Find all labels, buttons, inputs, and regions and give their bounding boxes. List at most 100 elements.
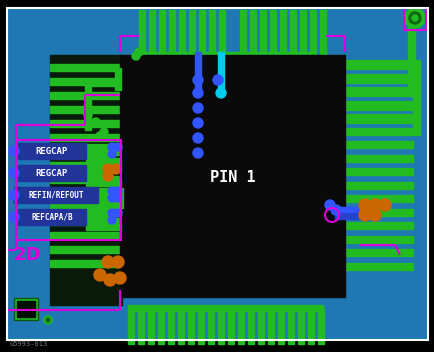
Circle shape (92, 118, 100, 126)
Bar (85, 80, 120, 86)
Bar (187, 308, 194, 344)
Bar (178, 10, 184, 56)
Bar (18, 143, 86, 159)
Bar (299, 10, 305, 56)
Bar (237, 308, 243, 344)
Circle shape (193, 103, 203, 113)
Circle shape (103, 164, 113, 174)
Text: REFCAPA/B: REFCAPA/B (31, 213, 72, 221)
Bar (86, 151, 111, 157)
Circle shape (330, 205, 340, 215)
Circle shape (108, 216, 116, 224)
Bar (50, 134, 120, 141)
Bar (138, 308, 144, 344)
Bar (50, 148, 120, 155)
Bar (50, 92, 120, 99)
Bar (86, 217, 111, 223)
Circle shape (112, 256, 124, 268)
Bar (50, 106, 120, 113)
Circle shape (193, 133, 203, 143)
Bar (403, 8, 425, 30)
Bar (344, 87, 412, 94)
Text: PIN 1: PIN 1 (210, 170, 255, 186)
Circle shape (9, 190, 19, 200)
Bar (50, 120, 120, 127)
Circle shape (114, 209, 122, 217)
Circle shape (102, 256, 114, 268)
Text: G5993-013: G5993-013 (10, 341, 48, 347)
Circle shape (368, 209, 380, 221)
Bar (267, 308, 273, 344)
Circle shape (114, 194, 122, 202)
Bar (98, 195, 123, 201)
Bar (344, 182, 412, 189)
Bar (194, 52, 201, 90)
Bar (412, 60, 419, 135)
Bar (85, 80, 91, 130)
Bar (217, 308, 224, 344)
Bar (50, 55, 122, 305)
Bar (50, 246, 120, 253)
Bar (50, 162, 120, 169)
Bar (50, 64, 120, 71)
Circle shape (213, 75, 223, 85)
Bar (344, 235, 412, 243)
Bar (227, 308, 233, 344)
Bar (148, 308, 154, 344)
Bar (188, 10, 194, 56)
Bar (297, 308, 303, 344)
Bar (149, 10, 155, 56)
Circle shape (108, 194, 116, 202)
Bar (257, 308, 263, 344)
Bar (86, 210, 121, 216)
Bar (86, 158, 121, 164)
Bar (344, 263, 412, 270)
Circle shape (358, 209, 370, 221)
Bar (260, 10, 265, 56)
Circle shape (9, 168, 19, 178)
Circle shape (193, 148, 203, 158)
Circle shape (135, 48, 143, 56)
Bar (344, 195, 412, 202)
Bar (98, 202, 123, 208)
Bar (198, 10, 204, 56)
Circle shape (46, 318, 50, 322)
Text: REGCAP: REGCAP (36, 169, 68, 177)
Bar (344, 60, 412, 67)
Bar (18, 165, 86, 181)
Bar (317, 308, 323, 344)
Bar (14, 187, 98, 203)
Bar (169, 10, 174, 56)
Bar (86, 224, 121, 230)
Bar (344, 74, 412, 81)
Circle shape (193, 88, 203, 98)
Bar (98, 188, 123, 194)
Bar (334, 207, 364, 213)
Bar (120, 55, 344, 297)
Text: 2D: 2D (14, 246, 41, 264)
Circle shape (368, 199, 380, 211)
Bar (247, 308, 253, 344)
Bar (197, 308, 204, 344)
Bar (50, 204, 120, 211)
Circle shape (114, 143, 122, 151)
Circle shape (114, 187, 122, 195)
Circle shape (193, 118, 203, 128)
Circle shape (111, 164, 121, 174)
Bar (344, 75, 419, 82)
Bar (139, 10, 145, 56)
Circle shape (103, 171, 113, 181)
Circle shape (378, 199, 390, 211)
Bar (289, 10, 295, 56)
Circle shape (404, 8, 424, 28)
Bar (287, 308, 293, 344)
Circle shape (324, 200, 334, 210)
Bar (18, 209, 86, 225)
Circle shape (108, 187, 116, 195)
Circle shape (84, 111, 92, 119)
Bar (277, 308, 283, 344)
Bar (319, 10, 325, 56)
Bar (50, 232, 120, 239)
Bar (334, 213, 364, 219)
Circle shape (96, 132, 104, 140)
